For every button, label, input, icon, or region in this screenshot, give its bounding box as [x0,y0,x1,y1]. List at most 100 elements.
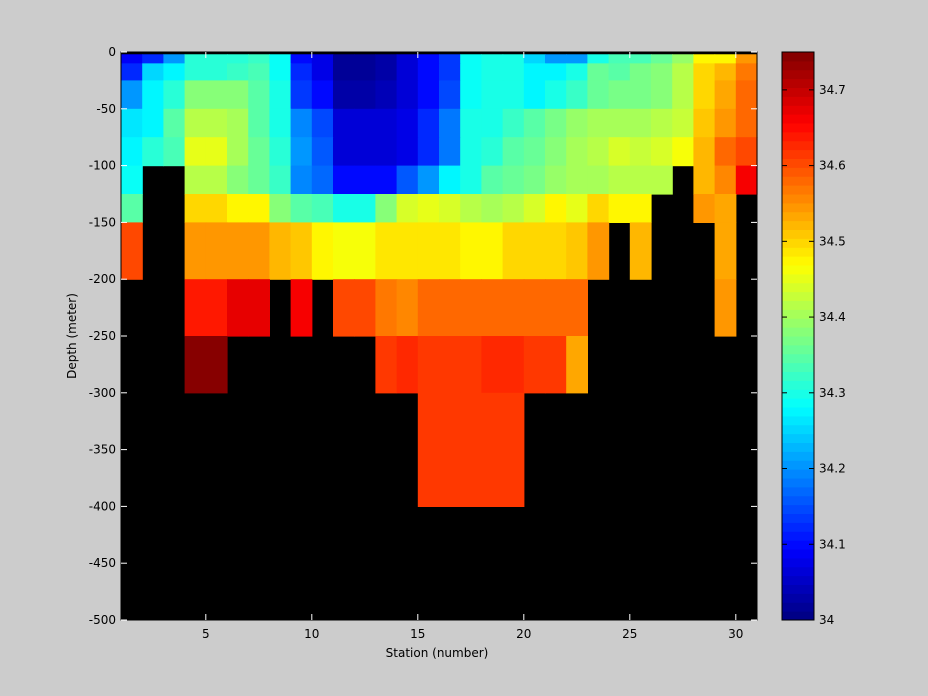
colorbar-band [782,353,814,364]
heatmap-cell [417,336,440,394]
heatmap-cell [375,279,398,337]
heatmap-cell [248,279,270,337]
colorbar-band [782,593,814,603]
heatmap-cell [523,80,546,110]
colorbar-band [782,318,814,328]
heatmap-cell [587,54,610,64]
heatmap-cell [460,80,482,110]
heatmap-cell [290,54,313,64]
heatmap-cell [290,279,313,337]
main-axes: 5 10 15 20 25 30 0 -50 -100 -150 -200 -250 -300 -350… [65,45,758,660]
heatmap-cell [354,194,376,223]
y-tick-label: -500 [89,613,116,627]
colorbar-band [782,202,814,213]
heatmap-cell [205,80,228,110]
heatmap-cell [481,54,504,64]
colorbar-tick-label: 34.5 [819,234,846,248]
heatmap-cell [439,279,461,337]
heatmap-cell [523,194,546,223]
heatmap-cell [396,194,419,223]
colorbar-band [782,123,814,133]
heatmap-cell [460,194,482,223]
heatmap-cell [121,137,143,167]
heatmap-cell [417,80,440,110]
heatmap-cell [417,194,440,223]
heatmap-cell [502,222,525,280]
colorbar-band [782,158,814,168]
heatmap-cell [142,80,164,110]
heatmap-cell [439,222,461,280]
heatmap-cell [396,63,419,81]
heatmap-cell [269,63,292,81]
heatmap-cell [735,80,758,110]
heatmap-cell [672,137,694,167]
heatmap-cell [651,165,673,195]
heatmap-cell [417,165,440,195]
colorbar-band [782,389,814,399]
heatmap-cell [205,54,228,64]
heatmap-cell [523,108,546,138]
heatmap-cell [248,194,270,223]
colorbar-band [782,273,814,284]
x-axis-label: Station (number) [386,646,489,660]
heatmap-cell [629,137,652,167]
heatmap-cell [629,54,652,64]
heatmap-cell [184,137,207,167]
heatmap-cell [333,194,355,223]
heatmap-cell [502,63,525,81]
colorbar-band [782,344,814,355]
colorbar-band [782,513,814,523]
heatmap-cell [142,108,164,138]
heatmap-cell [672,54,694,64]
heatmap-cell [566,108,588,138]
heatmap-cell [184,222,207,280]
heatmap-cell [439,137,461,167]
heatmap-cell [142,63,164,81]
colorbar-band [782,176,814,186]
colorbar-band [782,69,814,80]
heatmap-cell [333,279,355,337]
heatmap-cell [651,63,673,81]
heatmap-cell [375,80,398,110]
colorbar-band [782,167,814,177]
colorbar-band [782,185,814,195]
heatmap-cell [502,165,525,195]
colorbar-band [782,549,814,559]
colorbar-band [782,247,814,257]
colorbar-band [782,362,814,373]
heatmap-cell [248,165,270,195]
heatmap-cell [163,54,186,64]
heatmap-cell [714,165,737,195]
heatmap-cell [375,222,398,280]
heatmap-cell [545,108,567,138]
heatmap-cell [227,63,249,81]
colorbar-band [782,238,814,248]
heatmap-cell [227,54,249,64]
heatmap-cell [502,108,525,138]
heatmap-cell [290,194,313,223]
heatmap-cell [523,54,546,64]
colorbar-band [782,291,814,302]
heatmap-cell [396,80,419,110]
heatmap-cell [693,63,716,81]
colorbar-tick-label: 34.4 [819,310,846,324]
heatmap-cell [481,108,504,138]
heatmap-cell [269,54,292,64]
heatmap-cell [184,165,207,195]
heatmap-cell [523,279,546,337]
x-tick-label: 5 [202,627,210,641]
heatmap-cell [248,222,270,280]
heatmap-cell [566,165,588,195]
y-tick-label: -400 [89,499,116,513]
heatmap-cell [311,194,334,223]
heatmap-cell [629,165,652,195]
y-tick-label: -150 [89,215,116,229]
heatmap-cell [587,108,610,138]
heatmap-cell [354,63,376,81]
heatmap-cell [502,80,525,110]
heatmap-cell [439,54,461,64]
colorbar-band [782,504,814,515]
heatmap-cell [608,137,631,167]
heatmap-cell [439,336,461,394]
heatmap-cell [545,54,567,64]
